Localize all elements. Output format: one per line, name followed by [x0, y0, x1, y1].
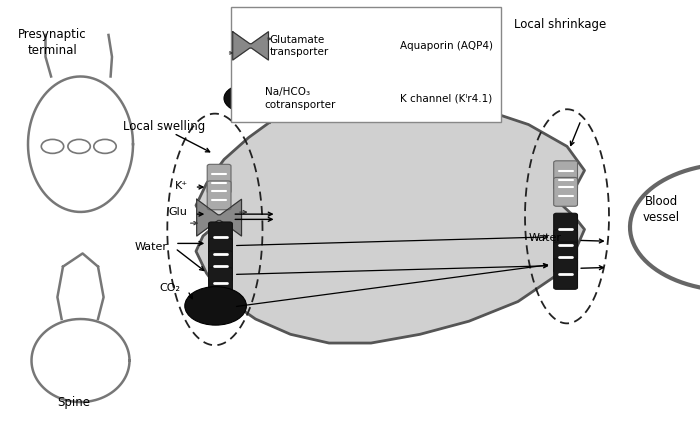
Polygon shape [28, 76, 133, 212]
FancyBboxPatch shape [372, 80, 391, 104]
Text: Aquaporin (AQP4): Aquaporin (AQP4) [400, 41, 494, 51]
Text: K channel (Kᴵr4.1): K channel (Kᴵr4.1) [400, 94, 493, 103]
Text: CO₂: CO₂ [160, 284, 181, 293]
Polygon shape [197, 199, 241, 236]
Text: Water: Water [528, 233, 561, 243]
Polygon shape [57, 253, 104, 319]
Text: Astrocyte: Astrocyte [293, 75, 346, 85]
FancyBboxPatch shape [554, 177, 578, 206]
Text: Local shrinkage: Local shrinkage [514, 17, 606, 31]
FancyBboxPatch shape [209, 239, 232, 269]
FancyBboxPatch shape [284, 73, 356, 87]
FancyBboxPatch shape [554, 213, 578, 244]
FancyBboxPatch shape [207, 181, 231, 210]
FancyBboxPatch shape [372, 27, 391, 52]
FancyBboxPatch shape [372, 40, 391, 65]
Polygon shape [232, 32, 269, 60]
Polygon shape [32, 319, 130, 402]
Text: Presynaptic
terminal: Presynaptic terminal [18, 28, 87, 57]
FancyBboxPatch shape [554, 242, 578, 273]
FancyBboxPatch shape [554, 259, 578, 289]
Text: Local swelling: Local swelling [123, 120, 206, 133]
Text: Spine: Spine [57, 395, 90, 409]
Polygon shape [46, 76, 111, 79]
FancyBboxPatch shape [554, 230, 578, 260]
Text: Water: Water [135, 242, 168, 252]
Circle shape [185, 287, 246, 325]
Text: K⁺: K⁺ [174, 181, 188, 191]
FancyBboxPatch shape [372, 93, 391, 117]
FancyBboxPatch shape [207, 164, 231, 193]
Polygon shape [46, 35, 112, 76]
FancyBboxPatch shape [209, 251, 232, 281]
Text: Na/HCO₃
cotransporter: Na/HCO₃ cotransporter [265, 87, 336, 110]
Text: Glutamate
transporter: Glutamate transporter [270, 35, 329, 57]
Text: Blood
vessel: Blood vessel [643, 195, 680, 224]
FancyBboxPatch shape [209, 222, 232, 253]
Text: Glu: Glu [169, 207, 188, 217]
Circle shape [224, 84, 269, 112]
FancyBboxPatch shape [209, 267, 232, 298]
FancyBboxPatch shape [231, 7, 500, 122]
FancyBboxPatch shape [554, 161, 578, 190]
Polygon shape [196, 76, 584, 343]
